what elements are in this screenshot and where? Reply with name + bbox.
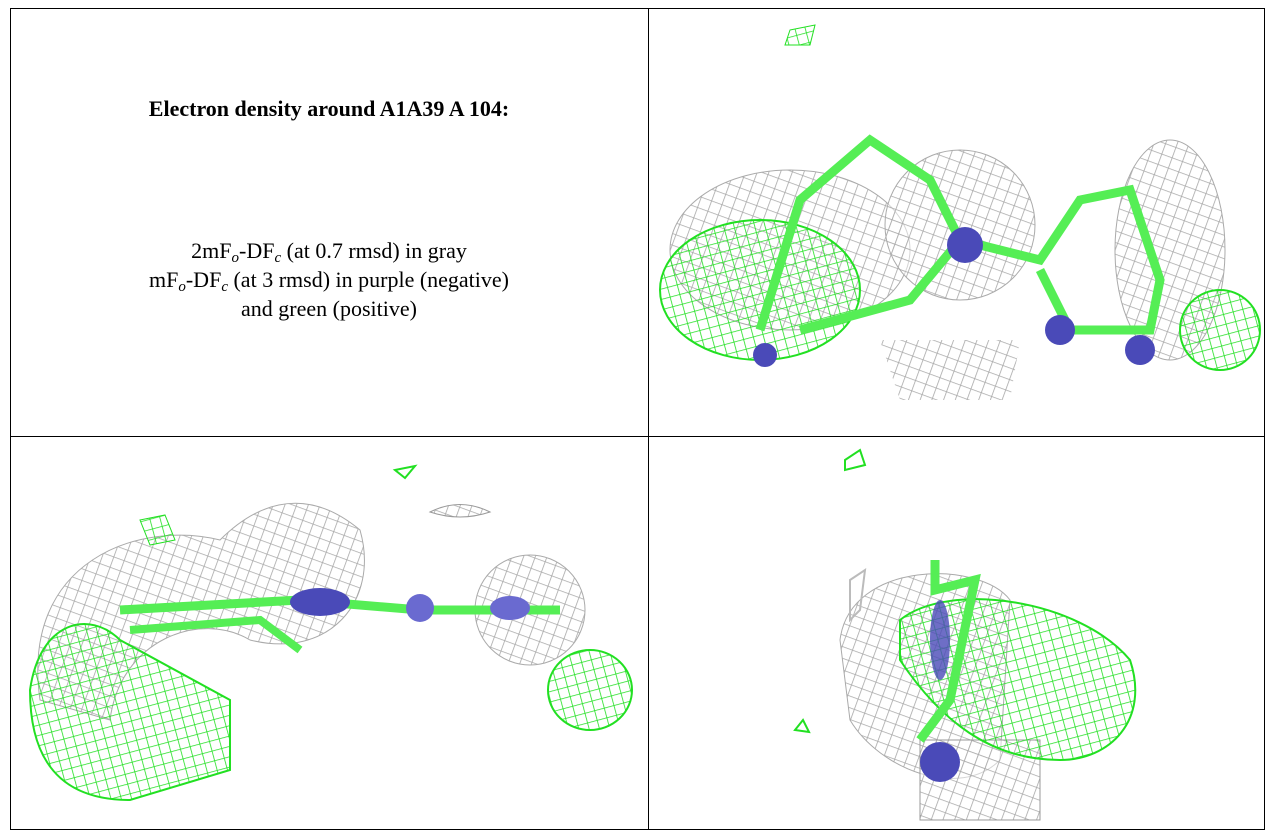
table-borders xyxy=(10,8,1265,830)
subscript: c xyxy=(221,279,228,295)
density-view-1 xyxy=(659,24,1261,400)
subscript: c xyxy=(274,250,282,266)
text-run: 2mF xyxy=(191,238,232,263)
density-view-3 xyxy=(793,448,1137,821)
caption-cell: Electron density around A1A39 A 104: 2mF… xyxy=(10,8,648,436)
density-view-2 xyxy=(28,464,633,802)
caption-line: mFo-DFc (at 3 rmsd) in purple (negative) xyxy=(10,265,648,295)
caption-line: 2mFo-DFc (at 0.7 rmsd) in gray xyxy=(10,236,648,266)
text-run: mF xyxy=(149,267,179,292)
caption-title: Electron density around A1A39 A 104: xyxy=(148,96,510,121)
text-run: and green (positive) xyxy=(241,296,417,321)
caption-lines: 2mFo-DFc (at 0.7 rmsd) in gray mFo-DFc (a… xyxy=(10,236,648,323)
text-run: -DF xyxy=(239,238,275,263)
subscript: o xyxy=(178,279,186,295)
subscript: o xyxy=(231,250,240,266)
text-run: -DF xyxy=(185,267,222,292)
text-run: (at 0.7 rmsd) in gray xyxy=(281,238,467,263)
caption-line: and green (positive) xyxy=(10,294,648,323)
text-run: (at 3 rmsd) in purple (negative) xyxy=(227,267,509,292)
